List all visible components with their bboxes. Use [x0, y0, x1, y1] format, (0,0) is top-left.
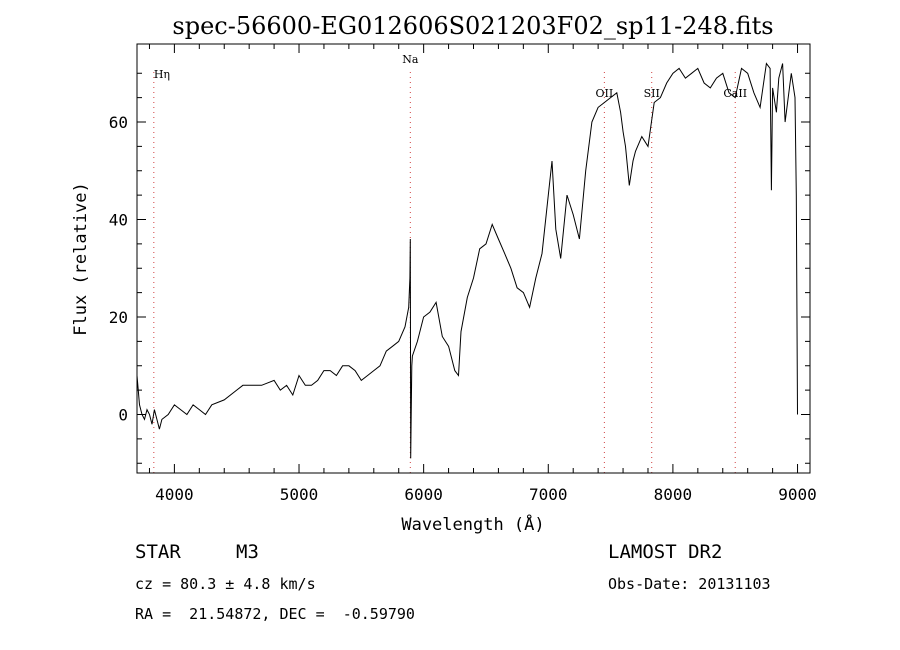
survey-name: LAMOST DR2 [608, 541, 723, 563]
spectral-line-label: SII [644, 87, 660, 100]
object-subclass: M3 [236, 541, 259, 563]
redshift-text: cz = 80.3 ± 4.8 km/s [135, 575, 316, 593]
x-tick-label: 5000 [280, 485, 319, 504]
plot-frame [136, 43, 811, 474]
chart-title: spec-56600-EG012606S021203F02_sp11-248.f… [172, 12, 773, 40]
spectral-line-markers: Hη Na OII SII CaII [153, 53, 747, 473]
spectrum-series-line [136, 62, 798, 459]
y-tick-label: 40 [109, 211, 128, 230]
x-tick-label: 7000 [529, 485, 568, 504]
spectral-line-label: OII [596, 87, 614, 100]
x-tick-label: 9000 [778, 485, 817, 504]
observation-date: Obs-Date: 20131103 [608, 575, 771, 593]
y-tick-label: 0 [118, 406, 128, 425]
x-tick-label: 4000 [155, 485, 194, 504]
y-axis-label: Flux (relative) [71, 182, 91, 336]
x-axis-label: Wavelength (Å) [401, 513, 544, 535]
x-tick-label: 8000 [654, 485, 693, 504]
x-tick-label: 6000 [404, 485, 443, 504]
plot-border [136, 43, 811, 474]
axis-ticks: 4000 5000 6000 7000 8000 9000 0 20 40 60 [109, 44, 817, 504]
coordinates-text: RA = 21.54872, DEC = -0.59790 [135, 605, 415, 623]
y-tick-label: 60 [109, 113, 128, 132]
object-class: STAR [135, 541, 181, 563]
y-tick-label: 20 [109, 308, 128, 327]
spectral-line-label: Na [402, 53, 419, 66]
spectral-line-label: CaII [723, 87, 747, 100]
spectral-line-label: Hη [154, 68, 170, 81]
